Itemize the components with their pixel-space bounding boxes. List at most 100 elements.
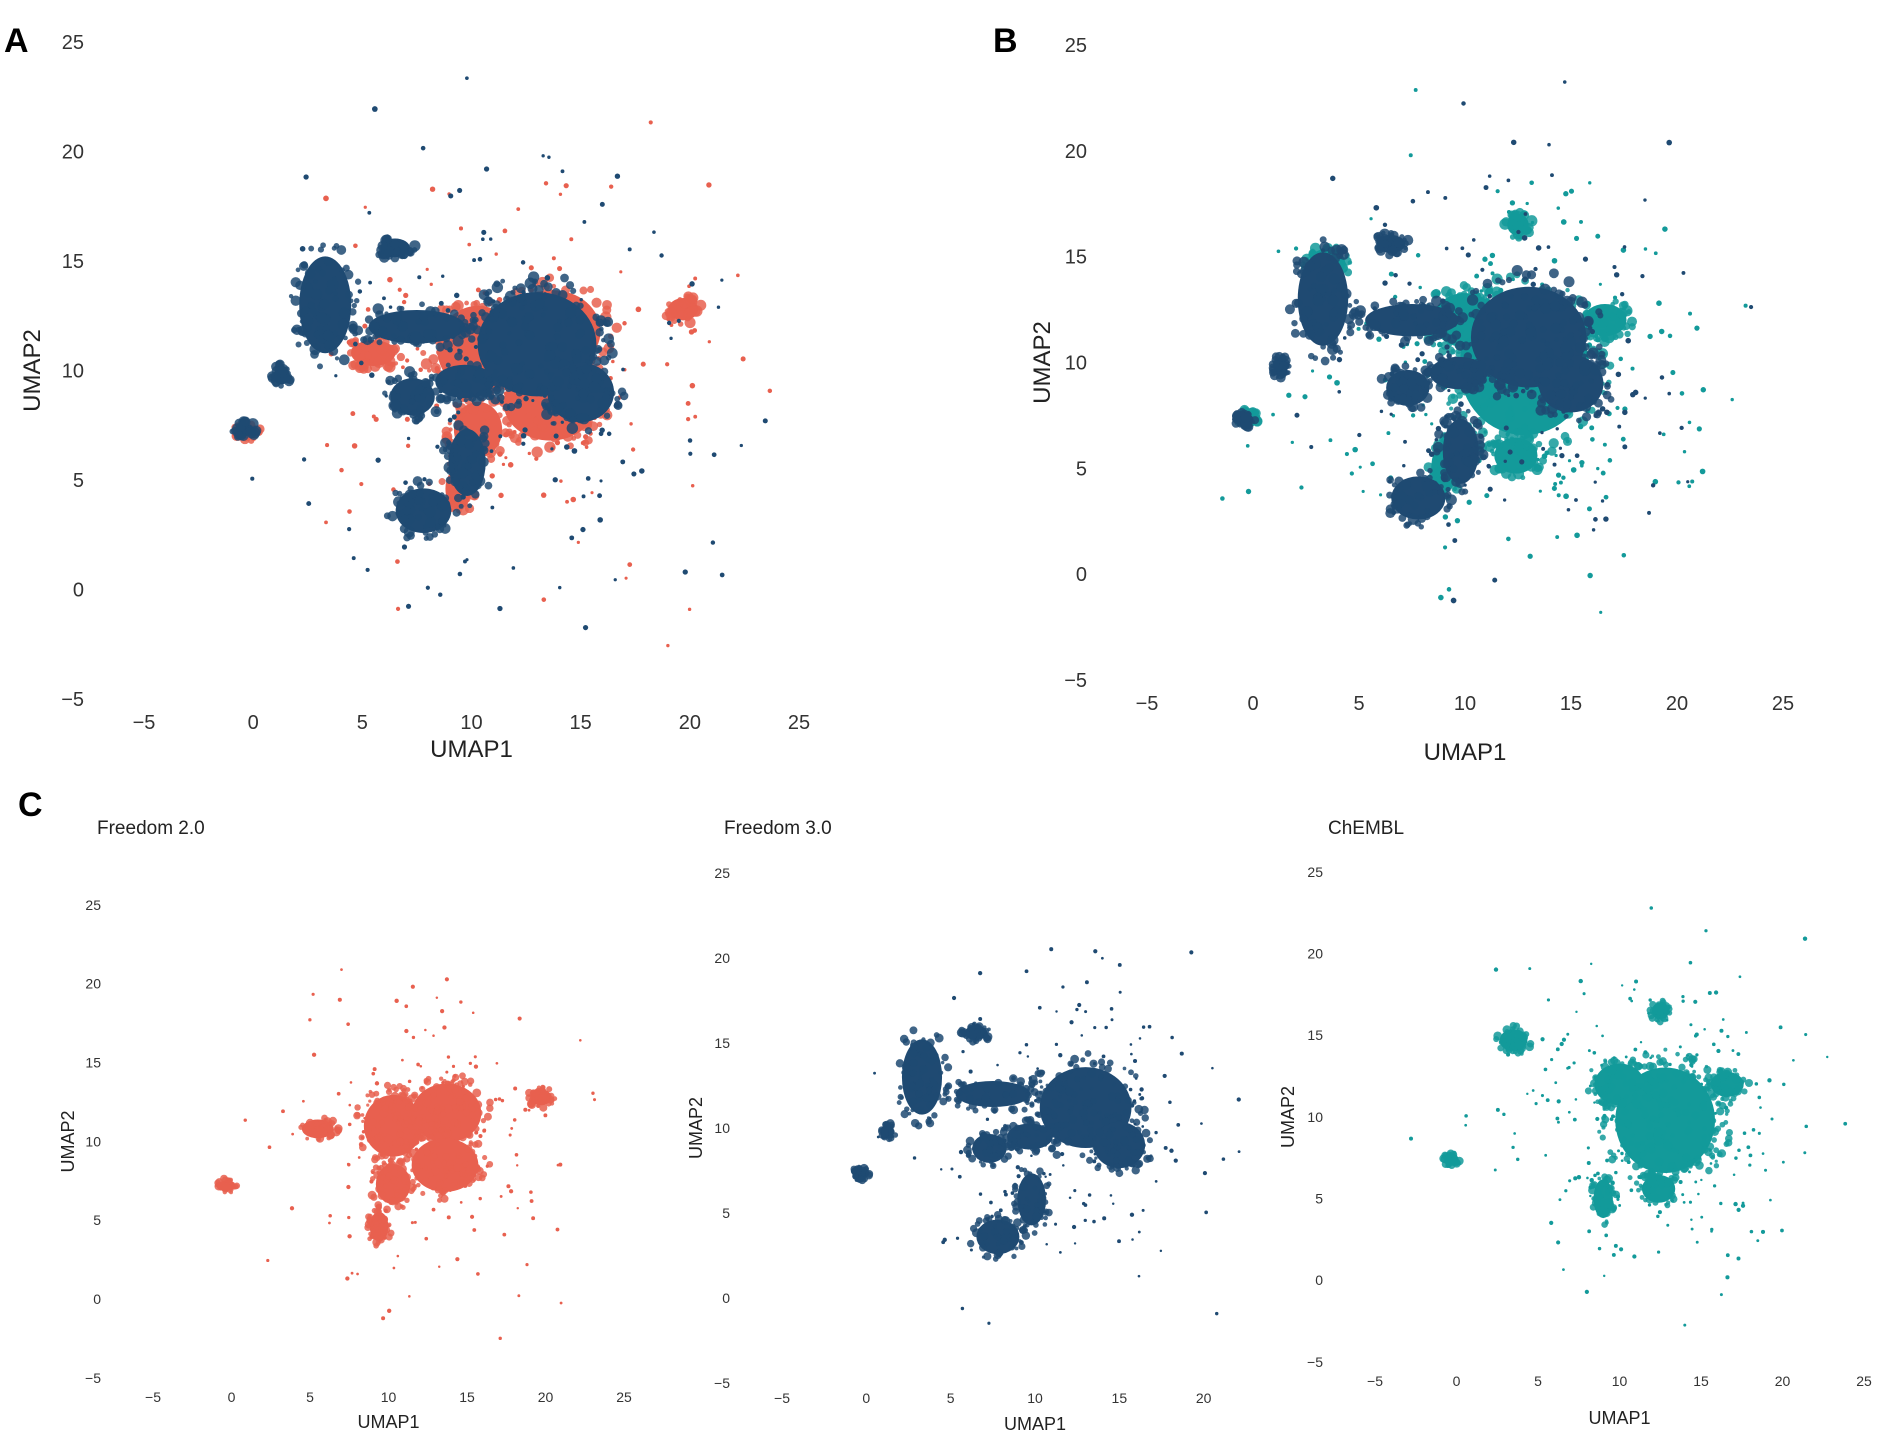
data-point [1024,1099,1029,1103]
data-point [452,508,461,517]
data-point [438,592,443,597]
data-point [446,1055,451,1059]
data-point [1055,1072,1064,1081]
data-point [1549,300,1561,312]
data-point [1688,1170,1691,1174]
data-point [396,1167,406,1177]
data-point [1347,303,1353,308]
data-point [985,1117,990,1121]
data-point [1689,1023,1693,1027]
data-point [523,1107,528,1112]
data-point [305,1127,310,1133]
data-point [1179,1051,1184,1056]
data-point [472,1088,482,1098]
data-point [503,295,511,303]
data-point [390,1091,400,1101]
data-point [506,421,512,428]
data-point [367,1236,373,1242]
data-point [524,311,534,321]
data-point [1471,308,1482,320]
data-point [365,567,370,572]
data-point [479,425,490,435]
data-point [426,400,432,406]
data-point [441,1187,449,1194]
data-point [1521,235,1528,241]
data-point [1505,326,1516,337]
data-point [540,492,547,498]
data-point [1505,276,1513,284]
data-point [352,336,359,344]
data-point [1016,1077,1025,1086]
data-point [485,327,493,335]
data-point [1558,1198,1562,1202]
data-point [1344,452,1349,457]
data-point [1381,332,1386,337]
data-point [1009,1121,1018,1131]
data-point [376,339,383,346]
data-point [1523,212,1528,216]
data-point [576,540,580,545]
data-point [1410,501,1419,510]
data-point [364,315,374,324]
data-point [1082,1138,1088,1144]
data-point [1742,1131,1747,1135]
data-point [1202,1171,1208,1176]
data-point [960,1029,967,1037]
data-point [543,181,549,186]
data-point [1054,1042,1059,1047]
data-point [473,1125,480,1132]
data-point [938,1070,944,1076]
data-point [508,1133,512,1137]
data-point [622,321,627,326]
data-point [1461,101,1466,106]
data-point [1054,1222,1058,1226]
data-point [484,296,493,305]
data-point [1018,1166,1024,1173]
data-point [1317,328,1325,336]
data-point [1486,464,1492,469]
data-point [1032,1212,1041,1221]
data-point [438,1076,444,1081]
data-point [982,1217,990,1224]
data-point [433,1107,441,1116]
data-point [366,1103,370,1107]
data-point [1484,356,1489,361]
data-point [581,364,592,374]
data-point [1591,528,1596,532]
data-point [408,1295,411,1298]
data-point [445,1070,449,1074]
data-point [1678,1045,1682,1049]
series-chembl [1409,906,1848,1327]
data-point [1080,1034,1084,1037]
data-point [474,1108,483,1117]
data-point [1563,191,1569,197]
data-point [1475,440,1485,450]
data-point [1077,1002,1082,1008]
data-point [1393,272,1398,278]
data-point [1595,233,1601,239]
data-point [372,1238,381,1247]
data-point [992,1224,997,1229]
data-point [1511,210,1523,221]
data-point [1556,206,1561,210]
data-point [451,1179,458,1186]
data-point [1511,1145,1515,1150]
data-point [515,339,523,346]
data-point [489,473,495,479]
data-point [354,1104,361,1111]
data-point [1751,1128,1756,1132]
data-point [1555,427,1559,431]
data-point [1410,389,1421,400]
data-point [412,1184,417,1189]
data-point [401,514,409,523]
data-point [368,280,373,285]
data-point [1237,1150,1241,1154]
data-point [611,322,622,333]
data-point [484,381,492,388]
data-point [382,296,386,301]
data-point [396,1130,404,1138]
data-point [544,355,551,362]
data-point [432,1122,438,1129]
data-point [1131,1238,1134,1241]
data-point [1431,288,1441,298]
